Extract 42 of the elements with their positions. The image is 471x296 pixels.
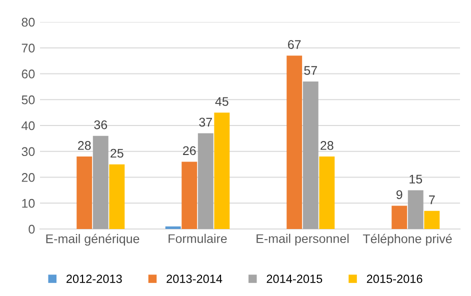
y-tick-label: 30 [22, 147, 35, 156]
legend-label: 2014-2015 [266, 274, 322, 284]
bar [198, 133, 214, 229]
data-label: 15 [410, 174, 422, 184]
data-label: 45 [215, 97, 228, 106]
data-label: 28 [320, 141, 334, 150]
x-tick-label: E-mail personnel [256, 234, 349, 246]
bar [319, 156, 335, 229]
x-tick-label: Formulaire [168, 234, 227, 244]
bar [165, 226, 181, 229]
bar [109, 164, 125, 229]
bar [302, 82, 318, 229]
data-label: 26 [183, 146, 196, 156]
data-label: 57 [304, 66, 317, 75]
y-tick-label: 10 [22, 198, 35, 208]
bar [92, 136, 108, 229]
bar [424, 210, 440, 229]
data-label: 36 [94, 120, 108, 130]
bar [182, 162, 198, 229]
y-tick-label: 0 [28, 224, 35, 234]
x-tick-label: Téléphone privé [362, 234, 452, 246]
data-label: 28 [78, 141, 91, 150]
x-tick-label: E-mail générique [46, 234, 140, 246]
bar [392, 206, 408, 229]
data-label: 25 [110, 148, 124, 158]
bar [76, 156, 92, 229]
bar [286, 56, 302, 229]
y-tick-label: 40 [22, 121, 35, 130]
legend-label: 2015-2016 [366, 274, 422, 284]
y-tick-label: 80 [22, 18, 35, 27]
data-label: 7 [429, 196, 435, 204]
data-label: 37 [199, 118, 212, 127]
legend-label: 2013-2014 [166, 274, 222, 284]
y-tick-label: 20 [22, 173, 35, 182]
y-tick-label: 60 [22, 70, 35, 78]
data-label: 67 [288, 40, 301, 49]
bar [214, 112, 230, 229]
bar [408, 190, 424, 229]
legend-label: 2012-2013 [66, 274, 122, 284]
y-tick-label: 50 [22, 95, 35, 104]
y-tick-label: 70 [22, 44, 35, 53]
data-label: 9 [396, 190, 402, 200]
